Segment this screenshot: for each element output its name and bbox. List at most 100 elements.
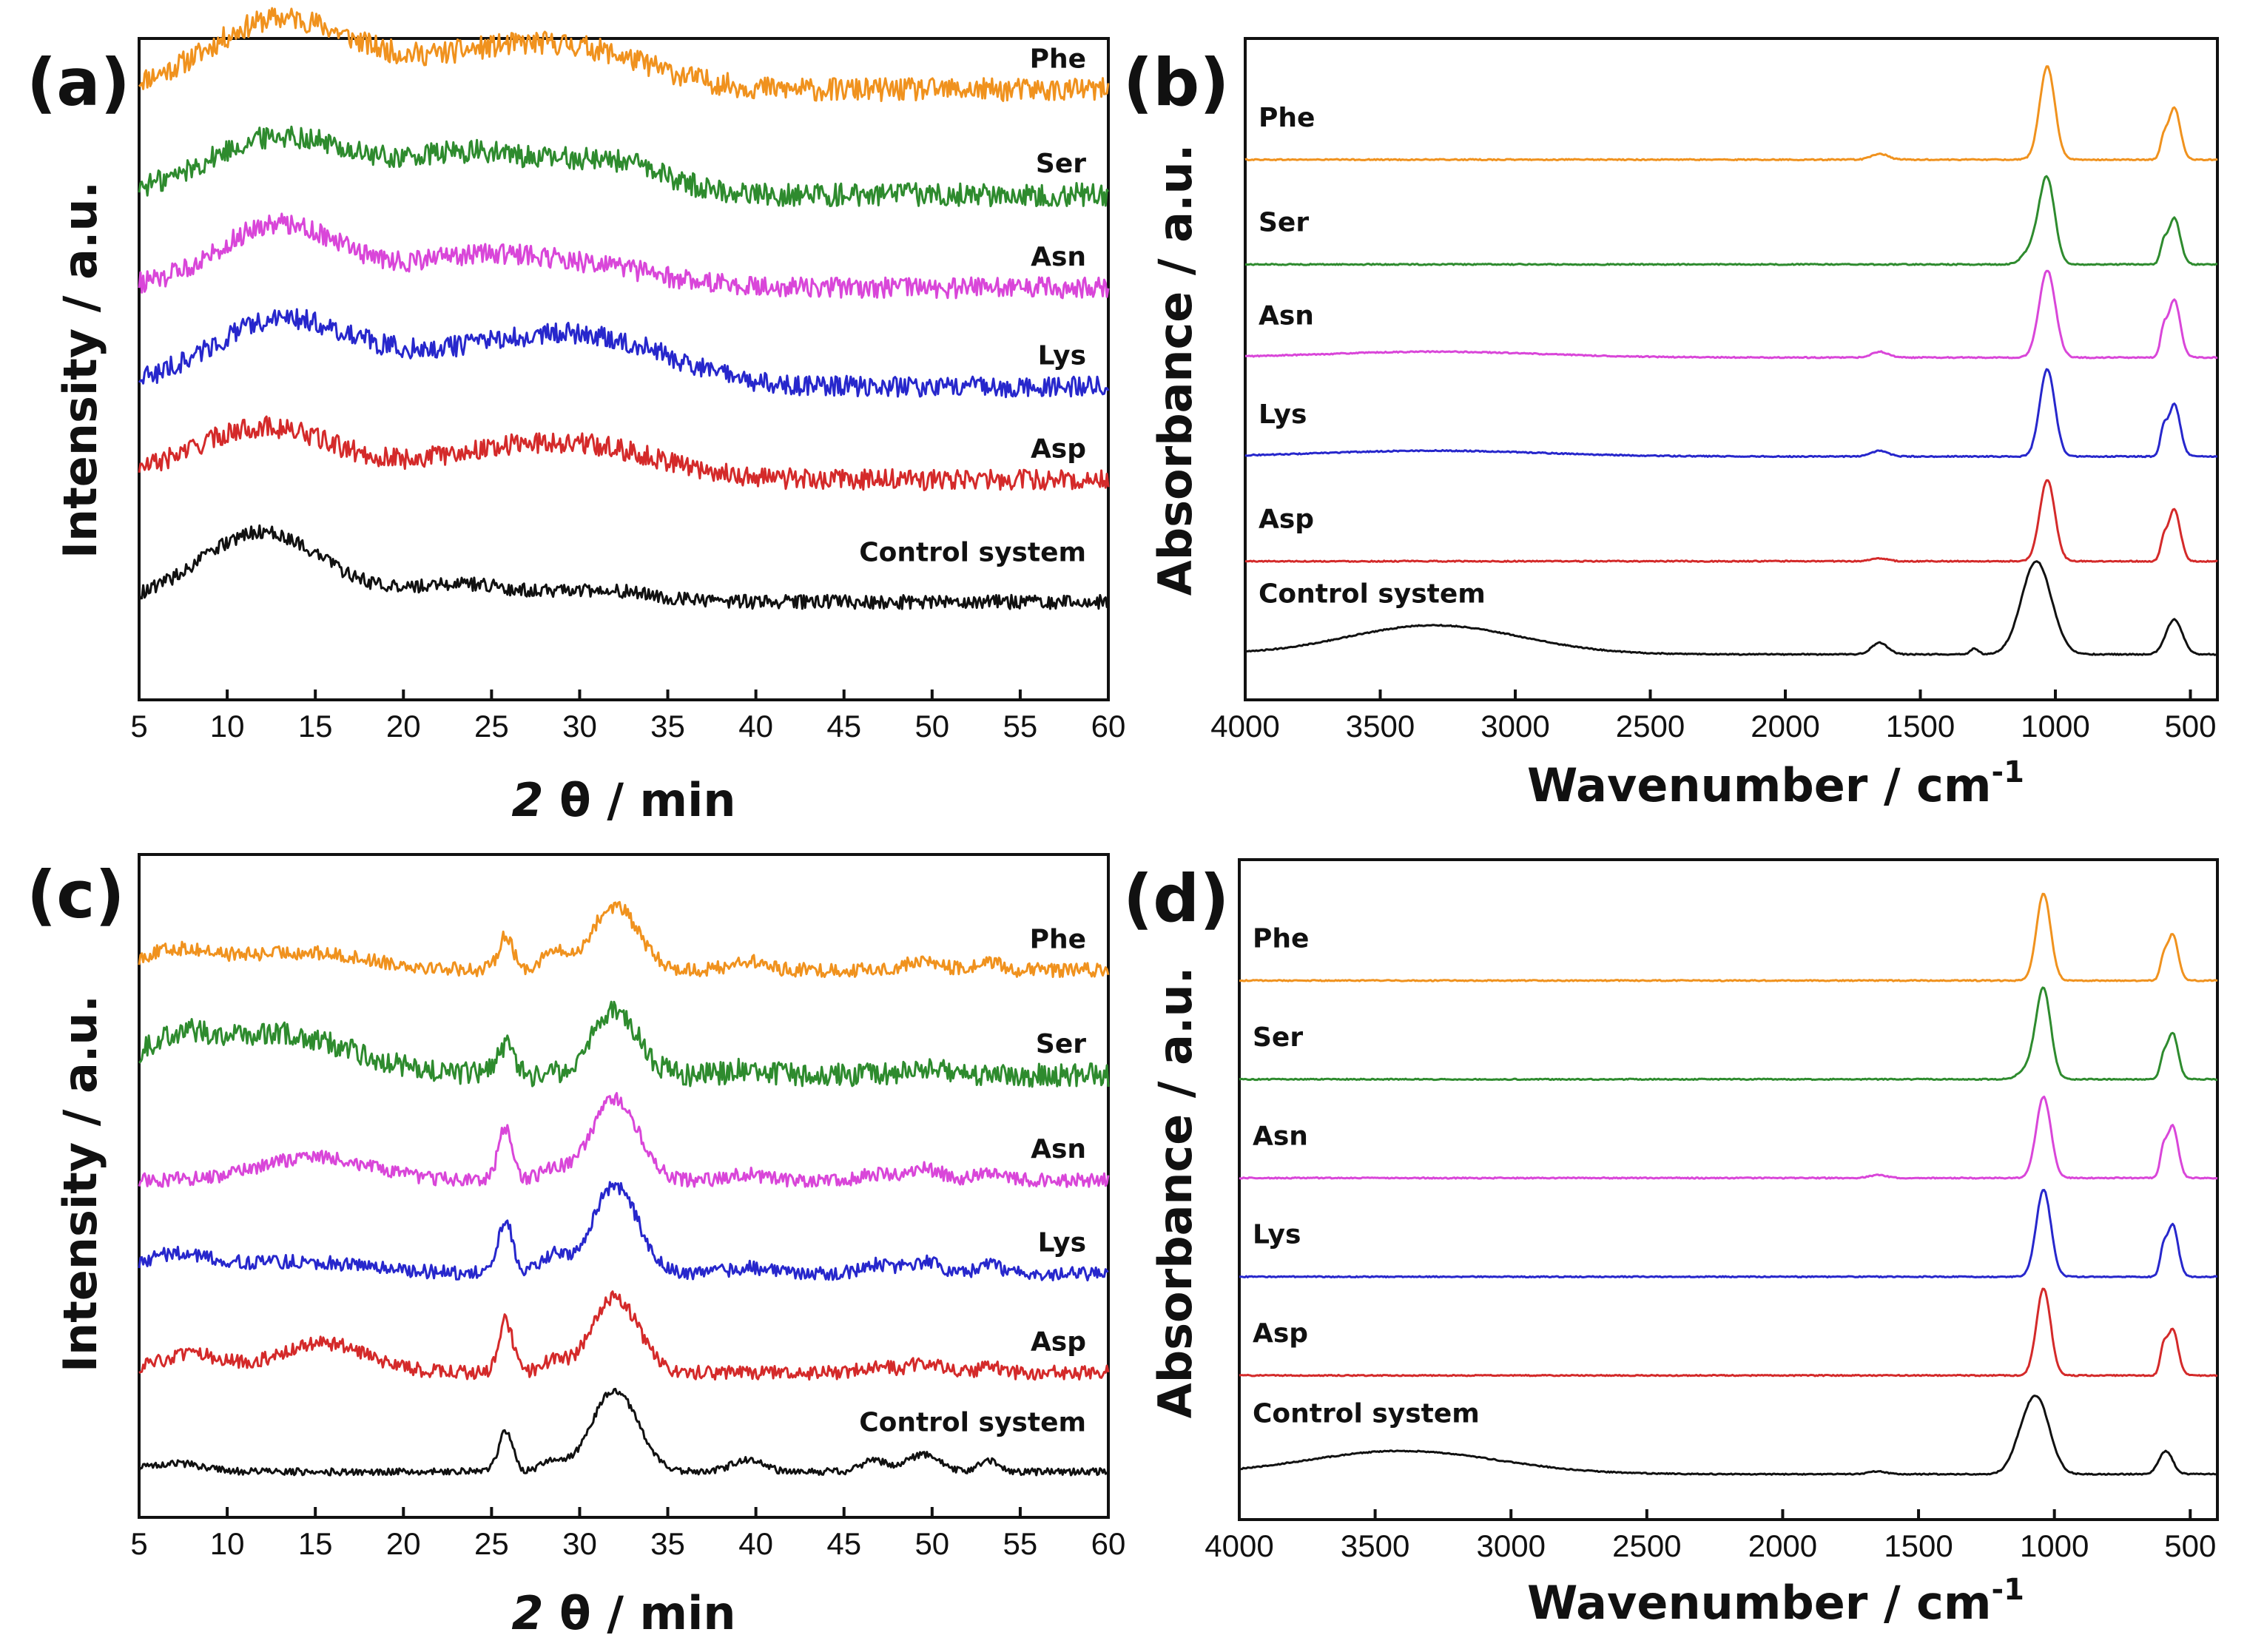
panel-0-x-tick-label: 50 [914, 709, 949, 744]
panel-3-series-label: Asp [1253, 1318, 1308, 1349]
panel-c-x-ticks: 5 10 15 20 25 30 35 40 45 50 55 60 [130, 1507, 1125, 1561]
panel-3-trace-lys [1239, 1189, 2218, 1278]
panel-d-plot-frame [1238, 858, 2219, 1521]
panel-1-trace-asn [1244, 269, 2218, 360]
panel-c-traces [138, 900, 1110, 1477]
panel-3-trace-ser [1239, 986, 2218, 1082]
panel-2-trace-control-system [138, 1387, 1109, 1477]
panel-d-y-axis-label: Absorbance / a.u. [1148, 967, 1202, 1419]
panel-1-x-tick-label: 3000 [1480, 709, 1549, 744]
panel-b-y-axis-label: Absorbance / a.u. [1148, 144, 1202, 596]
panel-0-x-tick-label: 25 [474, 709, 509, 744]
panel-b-x-ticks: 4000 3500 3000 2500 2000 1500 1000 500 [1210, 690, 2217, 744]
panel-d-letter: (d) [1123, 860, 1229, 937]
panel-1-trace-lys [1244, 368, 2217, 459]
panel-2-trace-phe [138, 900, 1110, 978]
panel-2-trace-ser [138, 1000, 1110, 1088]
panel-1-x-tick-label: 4000 [1210, 709, 1279, 744]
panel-b-letter: (b) [1123, 44, 1229, 121]
panel-2-trace-asn [138, 1092, 1110, 1188]
panel-c-letter: (c) [27, 857, 125, 933]
panel-1-x-tick-label: 500 [2164, 709, 2216, 744]
panel-2-trace-asp [138, 1290, 1110, 1381]
panel-1-x-tick-label: 3500 [1346, 709, 1415, 744]
panel-b-x-axis-label: Wavenumber / cm-1 [1527, 755, 2024, 812]
panel-0-trace-asn [138, 212, 1110, 300]
panel-0-trace-phe [138, 7, 1110, 102]
panel-1-trace-control-system [1244, 560, 2218, 656]
panel-1-trace-phe [1244, 65, 2218, 162]
panel-3-x-tick-label: 4000 [1205, 1528, 1273, 1563]
panel-d-series-labels: Phe Ser Asn Lys Asp Control system [1253, 923, 1480, 1429]
panel-0-x-tick-label: 20 [386, 709, 421, 744]
panel-0-x-tick-label: 30 [562, 709, 597, 744]
panel-1-series-label: Asp [1259, 505, 1314, 535]
panel-2-series-label: Asp [1031, 1326, 1086, 1357]
panel-1-x-tick-label: 1500 [1886, 709, 1955, 744]
panel-2-x-tick-label: 5 [130, 1526, 147, 1561]
panel-0-series-label: Ser [1036, 149, 1086, 179]
panel-1-x-tick-label: 2000 [1751, 709, 1819, 744]
panel-2-x-tick-label: 55 [1003, 1526, 1038, 1561]
panel-1-x-tick-label: 2500 [1616, 709, 1685, 744]
panel-2-x-tick-label: 30 [562, 1526, 597, 1561]
panel-2-x-tick-label: 50 [914, 1526, 949, 1561]
panel-3-x-tick-label: 500 [2164, 1528, 2216, 1563]
panel-2-series-label: Control system [859, 1407, 1086, 1437]
panel-2-x-tick-label: 25 [474, 1526, 509, 1561]
panel-0-x-tick-label: 45 [826, 709, 861, 744]
panel-1-trace-asp [1244, 479, 2218, 563]
panel-b-plot-frame [1244, 37, 2219, 701]
panel-3-x-tick-label: 3500 [1341, 1528, 1409, 1563]
panel-c-series-labels: Phe Ser Asn Lys Asp Control system [859, 924, 1086, 1437]
panel-2-trace-lys [138, 1181, 1109, 1282]
panel-a-plot-frame [138, 37, 1110, 701]
panel-0-trace-lys [138, 308, 1110, 399]
panel-2-series-label: Lys [1038, 1227, 1086, 1258]
panel-3-series-label: Lys [1253, 1220, 1301, 1250]
panel-1-series-label: Phe [1259, 103, 1315, 133]
panel-d-traces [1239, 892, 2218, 1476]
panel-2-x-tick-label: 45 [826, 1526, 861, 1561]
panel-3-trace-control-system [1239, 1395, 2218, 1476]
panel-0-series-label: Control system [859, 538, 1086, 568]
panel-2-x-tick-label: 10 [210, 1526, 245, 1561]
panel-2-series-label: Ser [1036, 1029, 1086, 1059]
panel-0-series-label: Asn [1031, 242, 1086, 272]
panel-1-series-label: Control system [1259, 579, 1486, 609]
panel-3-series-label: Phe [1253, 923, 1309, 954]
panel-3-x-tick-label: 2500 [1612, 1528, 1681, 1563]
panel-3-series-label: Ser [1253, 1022, 1303, 1053]
panel-2-x-tick-label: 40 [738, 1526, 773, 1561]
panel-0-series-label: Lys [1038, 341, 1086, 371]
panel-a-letter: (a) [27, 44, 130, 121]
panel-1-series-label: Ser [1259, 207, 1309, 237]
panel-a: (a) Intensity / a.u. 2 θ / min 5 10 15 20 25… [27, 7, 1126, 827]
panel-2-series-label: Phe [1030, 924, 1086, 954]
panel-0-x-tick-label: 15 [298, 709, 333, 744]
panel-3-trace-asp [1239, 1287, 2218, 1378]
panel-2-x-tick-label: 15 [298, 1526, 333, 1561]
panel-c-x-axis-label: 2 θ / min [511, 1586, 735, 1640]
panel-3-series-label: Control system [1253, 1399, 1480, 1429]
panel-1-trace-ser [1244, 175, 2217, 266]
panel-3-trace-asn [1239, 1095, 2218, 1180]
panel-3-series-label: Asn [1253, 1121, 1308, 1151]
panel-b-series-labels: Phe Ser Asn Lys Asp Control system [1259, 103, 1486, 610]
panel-3-trace-phe [1239, 892, 2218, 982]
panel-0-x-tick-label: 40 [738, 709, 773, 744]
panel-2-series-label: Asn [1031, 1134, 1086, 1164]
panel-a-y-axis-label: Intensity / a.u. [53, 181, 107, 559]
panel-1-series-label: Asn [1259, 300, 1314, 331]
panel-b-traces [1244, 65, 2218, 656]
panel-a-x-axis-label: 2 θ / min [511, 773, 735, 827]
panel-1-x-tick-label: 1000 [2021, 709, 2089, 744]
panel-0-series-label: Phe [1030, 44, 1086, 74]
panel-1-series-label: Lys [1259, 399, 1307, 430]
panel-0-x-tick-label: 60 [1091, 709, 1126, 744]
panel-0-trace-control-system [138, 524, 1110, 610]
panel-0-x-tick-label: 55 [1003, 709, 1038, 744]
panel-0-series-label: Asp [1031, 434, 1086, 464]
panel-c-y-axis-label: Intensity / a.u. [53, 995, 107, 1372]
